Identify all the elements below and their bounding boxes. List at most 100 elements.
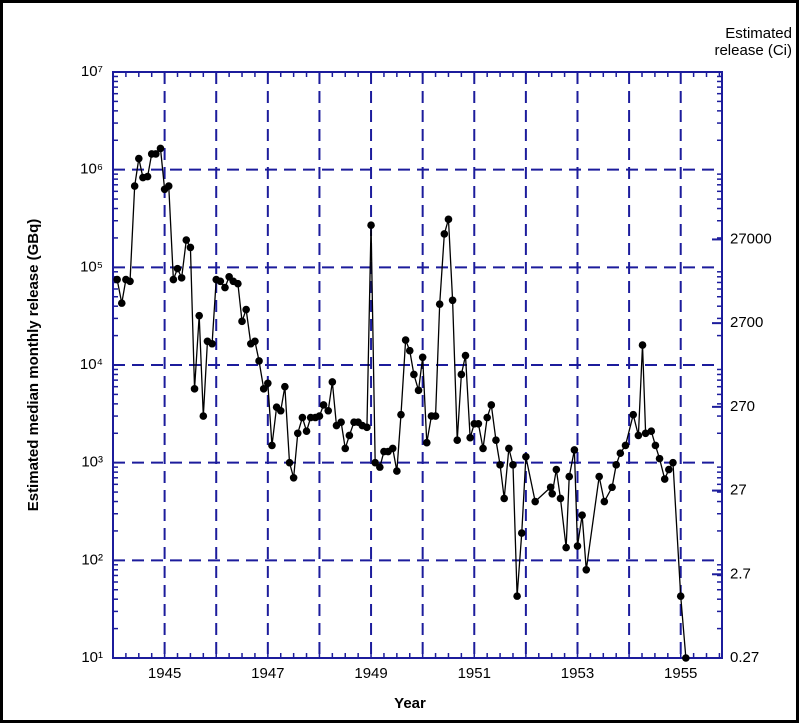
data-point (578, 511, 586, 519)
data-point (410, 370, 418, 379)
x-tick-label: 1945 (148, 665, 181, 682)
data-point (546, 483, 555, 492)
y-tick-label: 10⁴ (80, 356, 103, 373)
data-point (431, 412, 440, 420)
data-point (573, 542, 582, 550)
data-point (440, 230, 449, 238)
data-point (156, 144, 165, 153)
data-point (182, 236, 191, 244)
data-point (173, 264, 182, 273)
data-point (324, 406, 333, 415)
data-point (487, 401, 496, 409)
data-point (113, 275, 121, 284)
data-point (328, 378, 337, 386)
data-point (634, 431, 643, 440)
data-point (556, 494, 565, 503)
data-point (444, 215, 453, 224)
data-point (238, 317, 246, 326)
data-point (401, 336, 410, 344)
data-point (665, 465, 673, 474)
data-point (513, 592, 521, 600)
data-point (293, 429, 302, 438)
data-point (660, 475, 669, 483)
data-point (608, 483, 616, 492)
data-point (682, 654, 690, 662)
data-point (221, 283, 229, 292)
data-point (264, 379, 272, 388)
data-point (479, 444, 487, 453)
data-point (195, 311, 203, 320)
data-point (500, 494, 509, 503)
data-point (234, 279, 242, 288)
x-tick-label: 1949 (354, 665, 387, 682)
data-point (651, 441, 660, 450)
data-point (199, 412, 208, 420)
data-point (414, 386, 423, 395)
data-point (629, 410, 638, 419)
data-point (435, 300, 444, 308)
data-point (565, 472, 574, 481)
y-tick-label: 10² (81, 551, 103, 568)
data-point (492, 436, 500, 444)
y2-tick-label: 2700 (730, 314, 763, 331)
data-point (285, 458, 294, 467)
data-point (418, 353, 427, 362)
y-tick-label: 10⁶ (80, 161, 103, 178)
data-point (341, 444, 350, 453)
data-point (376, 463, 384, 471)
data-point (595, 472, 603, 481)
data-point (367, 221, 375, 230)
data-point (337, 418, 345, 426)
data-point (621, 441, 630, 450)
data-point (393, 467, 401, 475)
data-point (126, 277, 134, 286)
data-point (509, 461, 517, 469)
data-point (582, 565, 591, 574)
data-point (548, 489, 557, 498)
data-point (600, 497, 609, 506)
y2-axis-label: release (Ci) (714, 42, 792, 59)
data-point (276, 406, 285, 415)
data-point (466, 433, 474, 442)
y2-tick-label: 270 (730, 398, 755, 415)
data-point (152, 150, 160, 158)
data-point (251, 337, 259, 346)
x-tick-label: 1955 (664, 665, 697, 682)
data-point (281, 382, 289, 391)
data-point (255, 357, 263, 365)
data-point (302, 427, 311, 435)
data-point (319, 401, 328, 409)
data-point (570, 446, 579, 454)
y-tick-label: 10⁵ (80, 258, 103, 275)
data-point (363, 423, 371, 432)
x-tick-label: 1951 (458, 665, 491, 682)
data-point (117, 299, 126, 307)
data-point (562, 543, 570, 552)
data-point (190, 385, 199, 393)
data-point (669, 458, 677, 467)
data-point (531, 497, 539, 506)
data-point (647, 427, 656, 435)
data-point (143, 172, 152, 181)
data-point (422, 438, 431, 447)
data-point (169, 275, 178, 284)
data-point (405, 346, 414, 355)
data-point (453, 436, 462, 444)
data-point (289, 473, 298, 482)
y2-axis-label: Estimated (725, 25, 792, 42)
data-point (388, 444, 397, 453)
data-point (616, 449, 625, 458)
y2-tick-label: 2.7 (730, 565, 751, 582)
data-point (638, 341, 647, 349)
data-point (242, 305, 250, 314)
data-point (216, 277, 225, 286)
x-tick-label: 1947 (251, 665, 284, 682)
y2-tick-label: 27 (730, 482, 747, 499)
y2-tick-label: 0.27 (730, 649, 759, 666)
data-point (298, 413, 307, 422)
data-point (474, 420, 483, 428)
data-point (448, 296, 457, 305)
data-point (505, 444, 513, 453)
